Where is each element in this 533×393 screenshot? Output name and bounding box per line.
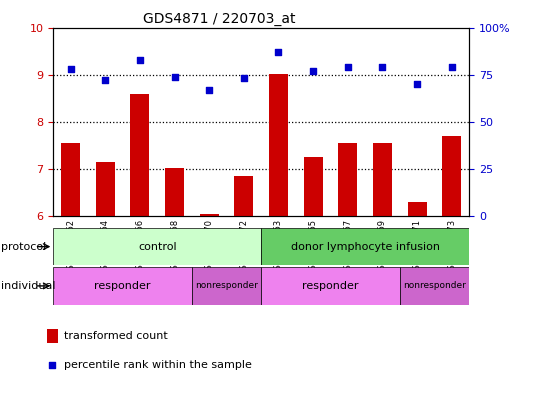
Bar [400, 267, 469, 305]
Text: responder: responder [94, 281, 151, 291]
Point [48, 362, 56, 369]
Point [239, 75, 248, 82]
Text: responder: responder [302, 281, 359, 291]
Text: individual: individual [1, 281, 55, 291]
Text: transformed count: transformed count [64, 331, 168, 341]
Point [413, 81, 421, 87]
Bar [96, 162, 115, 216]
Point [274, 49, 282, 55]
Text: nonresponder: nonresponder [195, 281, 258, 290]
Bar [61, 143, 80, 216]
Point [171, 73, 179, 80]
Point [343, 64, 352, 70]
Bar [442, 136, 461, 216]
Point [135, 57, 144, 63]
Bar [53, 228, 261, 265]
Bar [131, 94, 149, 216]
Text: nonresponder: nonresponder [403, 281, 466, 290]
Point [205, 86, 213, 93]
Text: GDS4871 / 220703_at: GDS4871 / 220703_at [143, 12, 296, 26]
Bar [261, 228, 469, 265]
Bar [47, 329, 58, 343]
Bar [200, 214, 219, 216]
Bar [235, 176, 253, 216]
Point [101, 77, 110, 83]
Bar [261, 267, 400, 305]
Bar [192, 267, 261, 305]
Text: control: control [138, 242, 176, 252]
Point [66, 66, 75, 72]
Point [309, 68, 318, 74]
Point [378, 64, 386, 70]
Text: donor lymphocyte infusion: donor lymphocyte infusion [290, 242, 440, 252]
Bar [269, 74, 288, 216]
Point [447, 64, 456, 70]
Text: percentile rank within the sample: percentile rank within the sample [64, 360, 252, 370]
Bar [304, 157, 322, 216]
Text: protocol: protocol [1, 242, 46, 252]
Bar [53, 267, 192, 305]
Bar [165, 168, 184, 216]
Bar [338, 143, 357, 216]
Bar [408, 202, 426, 216]
Bar [373, 143, 392, 216]
